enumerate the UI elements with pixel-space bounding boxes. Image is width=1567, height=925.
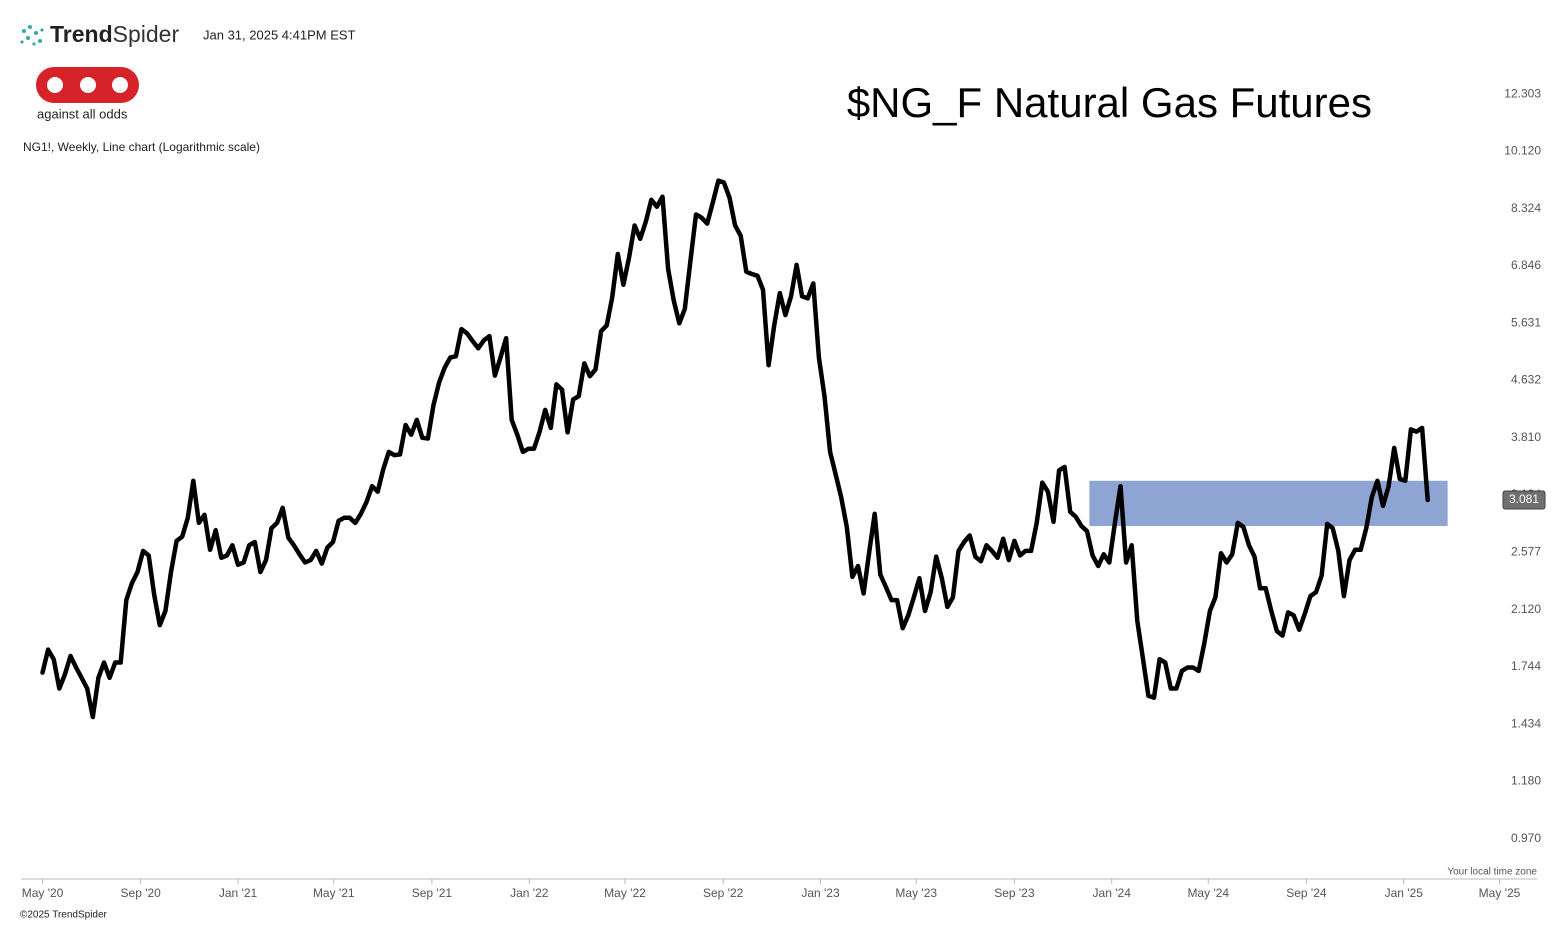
x-tick-label: May '23 [895, 886, 937, 900]
logo-caption: against all odds [37, 106, 128, 121]
brand-icon [20, 25, 44, 46]
y-tick-label: 6.846 [1511, 258, 1541, 272]
y-tick-label: 1.180 [1511, 774, 1541, 788]
x-tick-label: May '24 [1187, 886, 1229, 900]
x-tick-label: Sep '23 [994, 886, 1035, 900]
zone [1089, 480, 1448, 526]
y-tick-label: 0.970 [1511, 831, 1541, 845]
x-tick-label: May '21 [313, 886, 355, 900]
y-tick-label: 12.303 [1504, 86, 1541, 100]
x-tick-label: Sep '22 [703, 886, 744, 900]
x-tick-label: Jan '21 [219, 886, 258, 900]
logo-mark [36, 67, 139, 103]
y-tick-label: 3.810 [1511, 430, 1541, 444]
brand: TrendSpider [50, 21, 179, 47]
y-tick-label: 2.577 [1511, 545, 1541, 559]
y-tick-label: 2.120 [1511, 602, 1541, 616]
timezone-note: Your local time zone [1447, 867, 1537, 878]
y-tick-label: 5.631 [1511, 315, 1541, 329]
price-line [40, 178, 1430, 720]
last-price-box [1502, 490, 1546, 510]
x-tick-label: May '25 [1479, 886, 1521, 900]
chart-title: $NG_F Natural Gas Futures [847, 79, 1372, 126]
y-tick-label: 4.632 [1511, 373, 1541, 387]
x-tick-label: Sep '21 [412, 886, 453, 900]
timestamp: Jan 31, 2025 4:41PM EST [203, 27, 356, 42]
x-tick-label: Jan '23 [801, 886, 840, 900]
y-tick-label: 1.744 [1511, 659, 1541, 673]
x-tick-label: Jan '24 [1093, 886, 1132, 900]
copyright: ©2025 TrendSpider [20, 910, 108, 921]
brand-bold: Trend [50, 21, 113, 47]
brand-light: Spider [113, 21, 180, 47]
x-tick-label: Sep '24 [1286, 886, 1327, 900]
x-tick-label: Jan '25 [1385, 886, 1424, 900]
chart-subtitle: NG1!, Weekly, Line chart (Logarithmic sc… [23, 140, 260, 154]
y-tick-label: 8.324 [1511, 201, 1541, 215]
last-price-label: 3.081 [1509, 492, 1539, 506]
y-tick-label: 1.434 [1511, 716, 1541, 730]
x-tick-label: Jan '22 [510, 886, 549, 900]
x-tick-label: May '22 [604, 886, 646, 900]
x-tick-label: May '20 [22, 886, 64, 900]
x-tick-label: Sep '20 [121, 886, 162, 900]
y-tick-label: 10.120 [1504, 144, 1541, 158]
